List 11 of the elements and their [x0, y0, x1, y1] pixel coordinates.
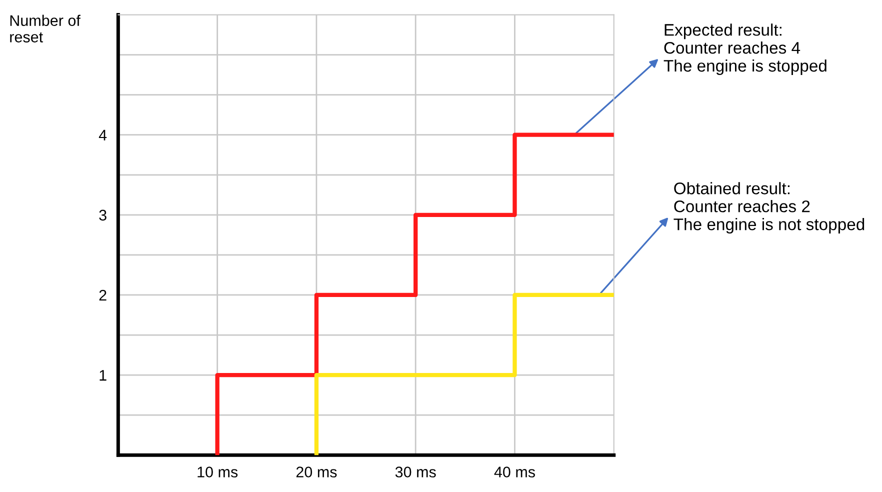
y-tick-label: 2 — [99, 290, 106, 301]
y-tick-label: 1 — [100, 370, 106, 381]
x-tick-label: 40 ms — [494, 466, 535, 478]
y-tick-label: 4 — [98, 130, 107, 140]
y-axis-title: Number of reset — [10, 14, 80, 42]
annotation: Expected result: Counter reaches 4 The engine is stopped — [664, 24, 826, 76]
x-tick-label: 20 ms — [296, 466, 337, 478]
y-tick-label: 3 — [99, 210, 106, 221]
x-tick-label: 30 ms — [395, 466, 436, 478]
x-tick-label: 10 ms — [198, 466, 238, 478]
annotation: Obtained result: Counter reaches 2 The engine is not stopped — [674, 182, 864, 234]
